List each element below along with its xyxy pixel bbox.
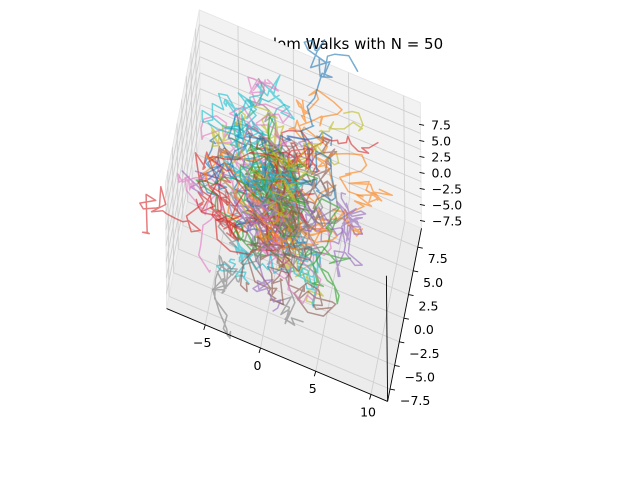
y-tick-label: 5.0 — [423, 275, 443, 290]
walk-line — [211, 196, 277, 340]
axis-ticks: −50510−7.5−5.0−2.50.02.55.07.5−7.5−5.0−2… — [166, 117, 462, 419]
x-tick-label: 10 — [360, 404, 376, 419]
y-tick — [403, 317, 409, 320]
x-axis-line — [166, 308, 388, 402]
x-gridline — [204, 151, 240, 325]
z-gridline — [165, 40, 201, 214]
walk-line — [275, 39, 359, 203]
y-tick-label: 0.0 — [414, 322, 434, 337]
y-tick — [408, 294, 414, 296]
y-tick-label: 7.5 — [428, 251, 448, 266]
y-tick — [413, 270, 419, 273]
y-tick-label: −2.5 — [409, 346, 439, 361]
z-tick-label: −7.5 — [432, 213, 462, 228]
z-tick — [419, 204, 425, 206]
z-gridline — [200, 104, 422, 198]
walk-line — [226, 197, 338, 251]
walk-line — [195, 112, 306, 242]
y-gridline — [173, 272, 395, 366]
z-gridline — [165, 88, 201, 262]
x-tick-label: −5 — [193, 335, 211, 350]
x-tick-label: 5 — [309, 381, 317, 396]
walk-lines — [139, 39, 393, 340]
z-tick-label: 0.0 — [432, 165, 452, 180]
walk-line — [239, 198, 313, 293]
walk-line — [275, 188, 367, 278]
x-tick — [203, 324, 206, 330]
z-gridline — [199, 24, 421, 118]
z-tick-label: 5.0 — [431, 133, 451, 148]
z-tick-label: 7.5 — [431, 117, 451, 132]
z-gridline — [165, 56, 201, 230]
y-tick-label: 2.5 — [419, 299, 439, 314]
y-tick — [399, 341, 405, 344]
z-tick-label: 2.5 — [431, 149, 451, 164]
y-tick — [417, 246, 423, 249]
y-tick-label: −7.5 — [400, 393, 430, 408]
walk-line — [197, 151, 280, 241]
z-gridline — [165, 104, 201, 278]
z-axis-line — [385, 275, 389, 402]
walk-line — [246, 152, 368, 204]
x-tick — [313, 371, 317, 377]
x-gridline — [370, 221, 406, 395]
z-tick — [419, 155, 425, 158]
z-gridline — [199, 40, 421, 134]
walk-line — [207, 114, 303, 203]
walk-line — [247, 77, 310, 233]
y-tick — [389, 388, 396, 391]
z-tick — [419, 188, 425, 190]
z-gridline — [166, 120, 201, 294]
x-tick — [258, 347, 261, 354]
x-tick — [369, 394, 372, 400]
z-tick — [419, 171, 425, 174]
z-tick-label: −5.0 — [432, 197, 462, 212]
z-gridline — [165, 24, 200, 198]
y-axis-line — [387, 228, 422, 402]
y-gridline — [168, 295, 391, 390]
walk-line — [228, 76, 291, 213]
z-tick — [419, 139, 425, 142]
y-tick — [394, 365, 400, 367]
z-tick-label: −2.5 — [432, 181, 462, 196]
z-tick — [418, 123, 425, 126]
z-gridline — [199, 88, 422, 182]
y-gridline — [178, 248, 400, 343]
x-tick-label: 0 — [254, 358, 262, 373]
y-tick-label: −5.0 — [405, 369, 435, 384]
z-tick — [419, 220, 426, 222]
walk-line — [268, 110, 364, 219]
walk-line — [247, 188, 322, 305]
